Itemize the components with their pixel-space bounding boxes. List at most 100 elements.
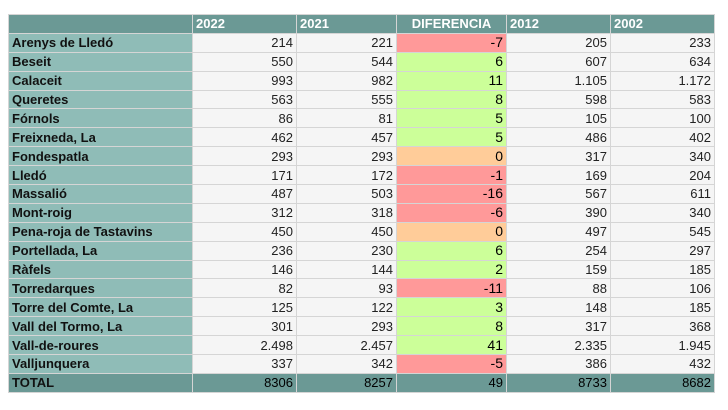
total-municipality-cell[interactable]: TOTAL bbox=[8, 372, 193, 393]
value-2021-cell[interactable]: 342 bbox=[296, 354, 397, 374]
municipality-cell[interactable]: Torredarques bbox=[8, 278, 193, 299]
total-value-2002-cell[interactable]: 8682 bbox=[610, 372, 715, 393]
value-2022-cell[interactable]: 337 bbox=[192, 354, 297, 374]
value-2022-cell[interactable]: 125 bbox=[192, 297, 297, 318]
value-2022-cell[interactable]: 171 bbox=[192, 165, 297, 186]
value-2022-cell[interactable]: 293 bbox=[192, 146, 297, 167]
total-value-2012-cell[interactable]: 8733 bbox=[506, 372, 611, 393]
difference-cell[interactable]: 0 bbox=[396, 146, 507, 167]
value-2002-cell[interactable]: 233 bbox=[610, 32, 715, 53]
header-cell-blank[interactable] bbox=[8, 14, 193, 34]
value-2002-cell[interactable]: 100 bbox=[610, 108, 715, 129]
value-2002-cell[interactable]: 634 bbox=[610, 51, 715, 72]
difference-cell[interactable]: 11 bbox=[396, 70, 507, 91]
value-2022-cell[interactable]: 487 bbox=[192, 184, 297, 204]
value-2021-cell[interactable]: 450 bbox=[296, 221, 397, 242]
municipality-cell[interactable]: Massalió bbox=[8, 184, 193, 204]
value-2002-cell[interactable]: 204 bbox=[610, 165, 715, 186]
difference-cell[interactable]: -16 bbox=[396, 184, 507, 204]
difference-cell[interactable]: -1 bbox=[396, 165, 507, 186]
value-2012-cell[interactable]: 567 bbox=[506, 184, 611, 204]
value-2021-cell[interactable]: 221 bbox=[296, 32, 397, 53]
header-cell-diferencia[interactable]: DIFERENCIA bbox=[396, 14, 507, 34]
municipality-cell[interactable]: Calaceit bbox=[8, 70, 193, 91]
value-2012-cell[interactable]: 1.105 bbox=[506, 70, 611, 91]
value-2021-cell[interactable]: 2.457 bbox=[296, 335, 397, 356]
municipality-cell[interactable]: Beseit bbox=[8, 51, 193, 72]
value-2002-cell[interactable]: 297 bbox=[610, 240, 715, 261]
value-2012-cell[interactable]: 598 bbox=[506, 89, 611, 110]
difference-cell[interactable]: 6 bbox=[396, 51, 507, 72]
value-2021-cell[interactable]: 144 bbox=[296, 259, 397, 280]
value-2021-cell[interactable]: 122 bbox=[296, 297, 397, 318]
value-2022-cell[interactable]: 82 bbox=[192, 278, 297, 299]
difference-cell[interactable]: -7 bbox=[396, 32, 507, 53]
difference-cell[interactable]: -11 bbox=[396, 278, 507, 299]
value-2002-cell[interactable]: 185 bbox=[610, 259, 715, 280]
value-2022-cell[interactable]: 312 bbox=[192, 202, 297, 223]
value-2012-cell[interactable]: 317 bbox=[506, 146, 611, 167]
municipality-cell[interactable]: Mont-roig bbox=[8, 202, 193, 223]
value-2002-cell[interactable]: 368 bbox=[610, 316, 715, 337]
value-2002-cell[interactable]: 185 bbox=[610, 297, 715, 318]
value-2021-cell[interactable]: 81 bbox=[296, 108, 397, 129]
value-2012-cell[interactable]: 159 bbox=[506, 259, 611, 280]
value-2002-cell[interactable]: 432 bbox=[610, 354, 715, 374]
header-cell-2021[interactable]: 2021 bbox=[296, 14, 397, 34]
value-2012-cell[interactable]: 386 bbox=[506, 354, 611, 374]
total-value-2021-cell[interactable]: 8257 bbox=[296, 372, 397, 393]
total-value-2022-cell[interactable]: 8306 bbox=[192, 372, 297, 393]
value-2012-cell[interactable]: 390 bbox=[506, 202, 611, 223]
municipality-cell[interactable]: Freixneda, La bbox=[8, 127, 193, 148]
difference-cell[interactable]: 8 bbox=[396, 316, 507, 337]
difference-cell[interactable]: 0 bbox=[396, 221, 507, 242]
difference-cell[interactable]: 6 bbox=[396, 240, 507, 261]
difference-cell[interactable]: 8 bbox=[396, 89, 507, 110]
municipality-cell[interactable]: Vall-de-roures bbox=[8, 335, 193, 356]
value-2021-cell[interactable]: 172 bbox=[296, 165, 397, 186]
value-2021-cell[interactable]: 318 bbox=[296, 202, 397, 223]
value-2012-cell[interactable]: 2.335 bbox=[506, 335, 611, 356]
value-2012-cell[interactable]: 607 bbox=[506, 51, 611, 72]
difference-cell[interactable]: -6 bbox=[396, 202, 507, 223]
municipality-cell[interactable]: Arenys de Lledó bbox=[8, 32, 193, 53]
difference-cell[interactable]: 2 bbox=[396, 259, 507, 280]
municipality-cell[interactable]: Pena-roja de Tastavins bbox=[8, 221, 193, 242]
value-2022-cell[interactable]: 236 bbox=[192, 240, 297, 261]
value-2012-cell[interactable]: 169 bbox=[506, 165, 611, 186]
value-2012-cell[interactable]: 205 bbox=[506, 32, 611, 53]
municipality-cell[interactable]: Fondespatla bbox=[8, 146, 193, 167]
value-2012-cell[interactable]: 317 bbox=[506, 316, 611, 337]
value-2002-cell[interactable]: 583 bbox=[610, 89, 715, 110]
municipality-cell[interactable]: Ràfels bbox=[8, 259, 193, 280]
difference-cell[interactable]: 3 bbox=[396, 297, 507, 318]
value-2012-cell[interactable]: 254 bbox=[506, 240, 611, 261]
municipality-cell[interactable]: Torre del Comte, La bbox=[8, 297, 193, 318]
value-2022-cell[interactable]: 993 bbox=[192, 70, 297, 91]
value-2012-cell[interactable]: 486 bbox=[506, 127, 611, 148]
value-2012-cell[interactable]: 497 bbox=[506, 221, 611, 242]
value-2022-cell[interactable]: 301 bbox=[192, 316, 297, 337]
value-2022-cell[interactable]: 146 bbox=[192, 259, 297, 280]
value-2022-cell[interactable]: 450 bbox=[192, 221, 297, 242]
value-2021-cell[interactable]: 544 bbox=[296, 51, 397, 72]
municipality-cell[interactable]: Lledó bbox=[8, 165, 193, 186]
difference-cell[interactable]: 5 bbox=[396, 108, 507, 129]
municipality-cell[interactable]: Portellada, La bbox=[8, 240, 193, 261]
header-cell-2002[interactable]: 2002 bbox=[610, 14, 715, 34]
value-2002-cell[interactable]: 611 bbox=[610, 184, 715, 204]
value-2021-cell[interactable]: 293 bbox=[296, 146, 397, 167]
value-2021-cell[interactable]: 503 bbox=[296, 184, 397, 204]
header-cell-2012[interactable]: 2012 bbox=[506, 14, 611, 34]
value-2021-cell[interactable]: 293 bbox=[296, 316, 397, 337]
difference-cell[interactable]: -5 bbox=[396, 354, 507, 374]
value-2022-cell[interactable]: 86 bbox=[192, 108, 297, 129]
difference-cell[interactable]: 41 bbox=[396, 335, 507, 356]
value-2002-cell[interactable]: 402 bbox=[610, 127, 715, 148]
value-2002-cell[interactable]: 340 bbox=[610, 146, 715, 167]
difference-cell[interactable]: 5 bbox=[396, 127, 507, 148]
value-2021-cell[interactable]: 982 bbox=[296, 70, 397, 91]
municipality-cell[interactable]: Vall del Tormo, La bbox=[8, 316, 193, 337]
value-2002-cell[interactable]: 1.945 bbox=[610, 335, 715, 356]
header-cell-2022[interactable]: 2022 bbox=[192, 14, 297, 34]
